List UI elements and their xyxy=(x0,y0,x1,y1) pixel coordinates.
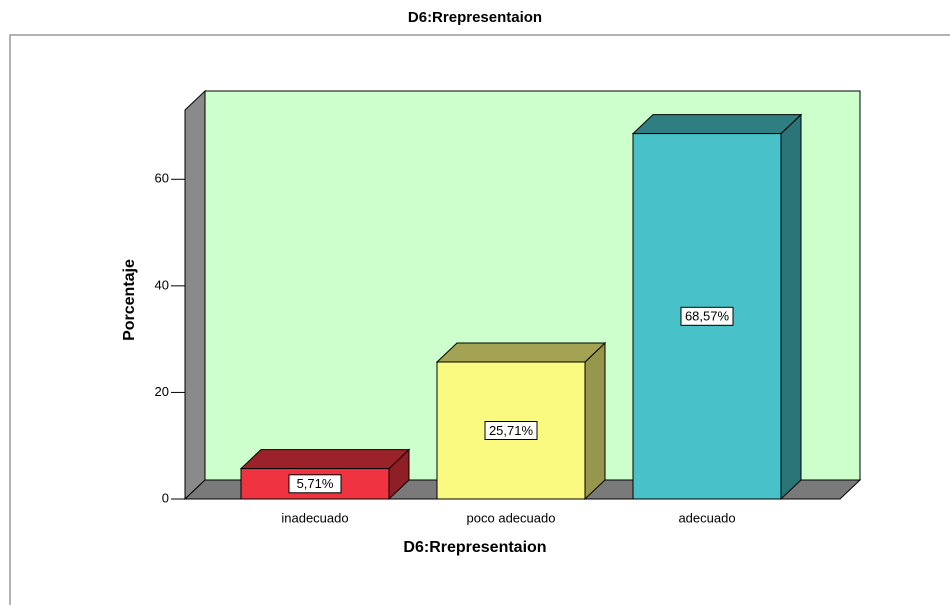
value-label: 25,71% xyxy=(489,423,534,438)
bar-side xyxy=(780,113,802,501)
value-label-box xyxy=(288,474,342,494)
y-tick-label: 20 xyxy=(155,384,169,399)
y-tick-label: 40 xyxy=(155,277,169,292)
value-label: 5,71% xyxy=(297,476,334,491)
x-axis-label: D6:Rrepresentaion xyxy=(403,539,546,556)
x-tick-label: poco adecuado xyxy=(467,510,556,525)
value-label-box xyxy=(680,306,734,326)
bar-side xyxy=(584,341,606,501)
x-tick-label: adecuado xyxy=(678,510,735,525)
x-tick-label: inadecuado xyxy=(281,510,348,525)
value-label-box xyxy=(484,420,538,440)
left-wall xyxy=(184,89,206,501)
y-tick-label: 0 xyxy=(162,490,169,505)
bar-top xyxy=(631,114,803,135)
value-label: 68,57% xyxy=(685,309,730,324)
chart-title: D6:Rrepresentaion xyxy=(408,9,542,26)
y-axis-label: Porcentaje xyxy=(121,259,138,341)
bar-top xyxy=(239,449,411,470)
y-tick-label: 60 xyxy=(155,171,169,186)
bar-top xyxy=(435,342,607,363)
